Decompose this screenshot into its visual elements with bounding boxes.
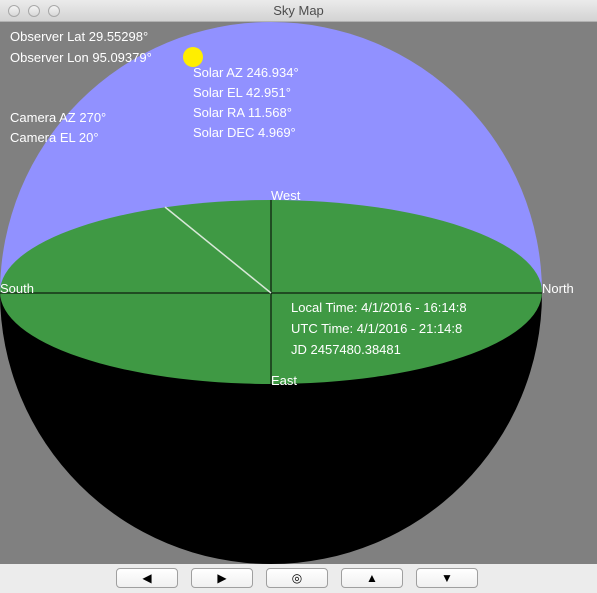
julian-date: JD 2457480.38481 — [291, 342, 401, 357]
title-bar: Sky Map — [0, 0, 597, 22]
solar-el: Solar EL 42.951° — [193, 85, 291, 100]
direction-north-label: North — [542, 281, 574, 296]
direction-west-label: West — [271, 188, 301, 203]
sky-sphere-graphic — [0, 22, 542, 564]
utc-time: UTC Time: 4/1/2016 - 21:14:8 — [291, 321, 463, 336]
direction-east-label: East — [271, 373, 298, 388]
camera-el: Camera EL 20° — [10, 130, 99, 145]
arrow-up-icon: ▲ — [366, 571, 378, 585]
sun-azimuth-line — [164, 206, 272, 294]
pan-left-button[interactable]: ◀ — [116, 568, 178, 588]
solar-az: Solar AZ 246.934° — [193, 65, 299, 80]
target-icon: ◎ — [291, 571, 303, 585]
window-title: Sky Map — [273, 3, 324, 18]
solar-dec: Solar DEC 4.969° — [193, 125, 296, 140]
pan-right-button[interactable]: ▶ — [191, 568, 253, 588]
close-window-icon[interactable] — [8, 5, 20, 17]
tilt-up-button[interactable]: ▲ — [341, 568, 403, 588]
observer-lat: Observer Lat 29.55298° — [10, 29, 149, 44]
sun-icon — [183, 47, 203, 67]
recenter-button[interactable]: ◎ — [266, 568, 328, 588]
minimize-window-icon[interactable] — [28, 5, 40, 17]
zoom-window-icon[interactable] — [48, 5, 60, 17]
navigation-button-bar: ◀ ▶ ◎ ▲ ▼ — [0, 564, 597, 593]
direction-south-label: South — [0, 281, 34, 296]
solar-ra: Solar RA 11.568° — [193, 105, 292, 120]
arrow-right-icon: ▶ — [217, 571, 227, 585]
arrow-left-icon: ◀ — [142, 571, 152, 585]
tilt-down-button[interactable]: ▼ — [416, 568, 478, 588]
sky-map-canvas[interactable]: Observer Lat 29.55298° Observer Lon 95.0… — [0, 22, 597, 564]
local-time: Local Time: 4/1/2016 - 16:14:8 — [291, 300, 467, 315]
arrow-down-icon: ▼ — [441, 571, 453, 585]
camera-az: Camera AZ 270° — [10, 110, 107, 125]
observer-lon: Observer Lon 95.09379° — [10, 50, 152, 65]
